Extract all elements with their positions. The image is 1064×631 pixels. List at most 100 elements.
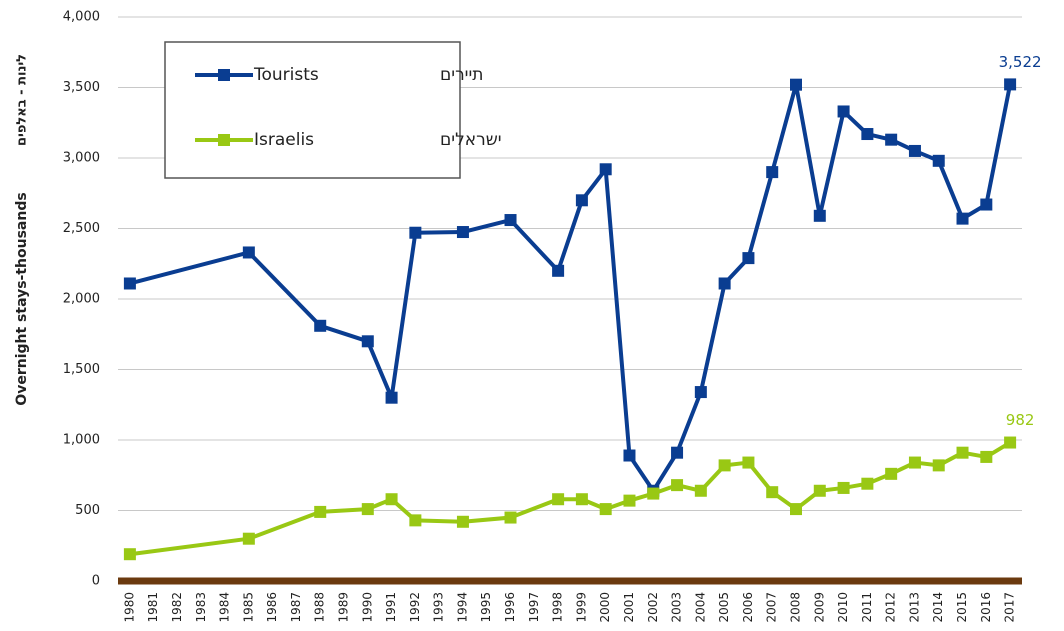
marker	[980, 450, 993, 463]
marker	[837, 481, 850, 494]
x-tick-label: 2013	[907, 592, 921, 623]
x-tick-label: 1992	[408, 592, 422, 623]
x-tick-label: 2009	[812, 592, 826, 623]
marker	[885, 467, 898, 480]
legend-label-he: ישראלים	[440, 130, 502, 150]
marker	[956, 212, 969, 225]
marker	[623, 449, 636, 462]
marker	[409, 514, 422, 527]
x-tick-label: 2014	[931, 592, 945, 623]
marker	[409, 226, 422, 239]
marker	[456, 226, 469, 239]
marker	[790, 503, 802, 516]
marker	[314, 319, 327, 332]
data-label: 982	[1006, 411, 1035, 429]
marker	[837, 105, 850, 118]
x-tick-label: 2011	[860, 592, 874, 623]
marker	[742, 456, 755, 469]
x-tick-label: 1981	[146, 592, 160, 623]
legend-box	[164, 41, 461, 179]
y-tick-label: 1,000	[63, 433, 100, 448]
x-tick-label: 1991	[384, 592, 398, 623]
y-axis-label: Overnight stays-thousands	[14, 192, 30, 405]
x-tick-label: 1999	[574, 592, 588, 623]
x-tick-label: 2001	[622, 592, 636, 623]
y-tick-label: 2,000	[63, 292, 100, 307]
x-tick-label: 1988	[313, 592, 327, 623]
marker	[718, 459, 731, 472]
y-tick-label: 3,000	[63, 151, 100, 166]
data-label: 3,522	[999, 53, 1042, 71]
x-tick-label: 1998	[551, 592, 565, 623]
y-axis-label-he: לינות - באלפים	[15, 54, 30, 146]
x-tick-label: 2006	[741, 592, 755, 623]
legend-label: Israelis	[254, 130, 314, 150]
marker	[242, 532, 255, 545]
marker	[885, 133, 898, 146]
x-tick-label: 2000	[598, 592, 612, 623]
x-tick-label: 1987	[289, 592, 303, 623]
x-tick-label: 1997	[527, 592, 541, 623]
x-tick-label: 2016	[979, 592, 993, 623]
marker	[694, 386, 707, 399]
marker	[575, 194, 588, 207]
y-tick-label: 500	[75, 503, 100, 518]
marker	[766, 166, 779, 179]
legend-marker	[218, 134, 230, 146]
y-tick-label: 1,500	[63, 362, 100, 377]
x-tick-label: 2004	[693, 592, 707, 623]
x-tick-label: 1980	[122, 592, 136, 623]
marker	[671, 446, 684, 459]
y-tick-label: 4,000	[63, 10, 100, 25]
x-tick-label: 1990	[360, 592, 374, 623]
y-tick-label: 3,500	[63, 80, 100, 95]
x-tick-label: 1993	[432, 592, 446, 623]
marker	[742, 252, 755, 265]
marker	[599, 503, 612, 516]
legend-marker	[218, 69, 230, 81]
x-tick-label: 1985	[241, 592, 255, 623]
marker	[813, 209, 826, 222]
marker	[861, 477, 874, 490]
marker	[813, 484, 826, 497]
x-tick-label: 2005	[717, 592, 731, 623]
marker	[385, 391, 398, 404]
x-tick-label: 1994	[455, 592, 469, 623]
x-tick-label: 1983	[194, 592, 208, 623]
x-tick-label: 2002	[646, 592, 660, 623]
y-tick-label: 2,500	[63, 221, 100, 236]
marker	[932, 154, 945, 167]
x-tick-label: 2010	[836, 592, 850, 623]
marker	[314, 505, 327, 518]
marker	[552, 493, 565, 506]
marker	[242, 246, 255, 259]
x-tick-label: 1984	[218, 592, 232, 623]
x-tick-label: 2012	[884, 592, 898, 623]
marker	[861, 128, 874, 141]
marker	[1004, 436, 1017, 449]
x-tick-label: 1986	[265, 592, 279, 623]
marker	[718, 277, 731, 290]
marker	[908, 144, 921, 157]
line	[129, 440, 1012, 557]
legend-label-he: תיירים	[440, 65, 483, 85]
marker	[385, 493, 398, 506]
marker	[123, 277, 136, 290]
marker	[766, 486, 779, 499]
marker	[647, 487, 660, 500]
marker	[1004, 78, 1017, 91]
marker	[980, 198, 993, 211]
marker	[932, 459, 945, 472]
marker	[456, 515, 469, 528]
marker	[575, 493, 588, 506]
x-tick-label: 2008	[789, 592, 803, 623]
marker	[504, 214, 517, 227]
marker	[694, 484, 707, 497]
x-tick-label: 1989	[337, 592, 351, 623]
line	[129, 82, 1013, 493]
marker	[908, 456, 921, 469]
y-tick-label: 0	[92, 574, 100, 589]
x-tick-label: 2003	[670, 592, 684, 623]
x-tick-label: 2007	[765, 592, 779, 623]
